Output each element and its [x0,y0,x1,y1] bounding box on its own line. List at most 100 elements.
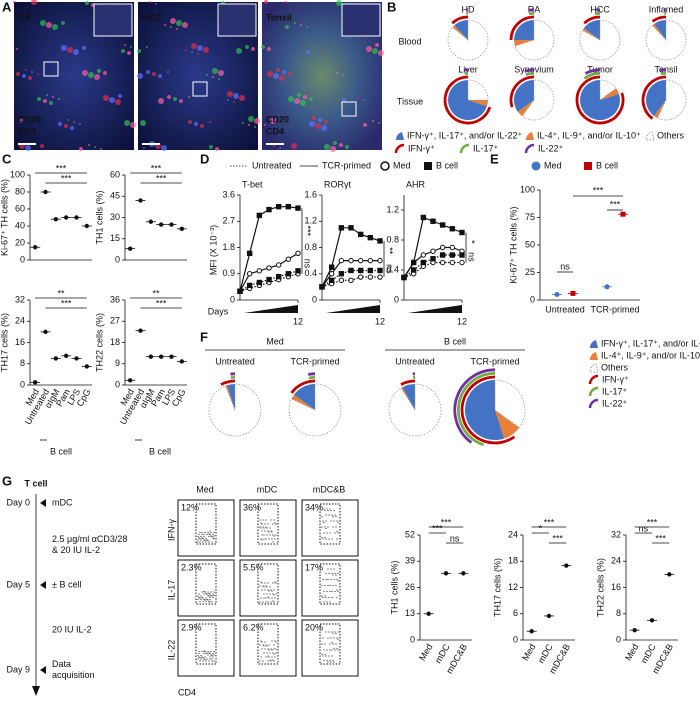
event-dot [209,652,211,655]
cell-speck [70,126,74,130]
condition-label: TCR-primed [290,356,339,366]
event-dot [204,591,206,593]
event-dot [332,515,334,518]
event-dot [330,578,332,581]
event-dot [209,530,211,532]
significance: *** [61,298,72,308]
y-tick-label: 0 [394,294,399,304]
event-dot [202,597,204,599]
event-dot [328,572,330,575]
event-dot [336,538,338,540]
event-dot [329,659,331,662]
data-point [246,282,253,289]
y-tick-label: 40 [15,220,25,230]
data-point [420,252,427,258]
cell-speck [167,95,171,99]
cell-speck [378,122,380,124]
event-dot [260,522,262,524]
event-dot [264,582,266,584]
legend-label: B cell [596,160,618,170]
cell-speck [312,116,316,120]
y-tick-label: 2.7 [222,216,235,226]
event-dot [212,537,214,539]
event-dot [326,659,328,662]
cell-speck [46,22,52,28]
pie-slice [448,80,488,120]
event-dot [211,541,213,543]
pie-slice [600,88,620,100]
event-dot [199,541,201,543]
cell-speck [270,118,276,124]
y-tick-label: 60 [110,169,120,179]
cell-speck [309,121,315,127]
pie-slice [291,394,315,410]
cell-speck [309,97,313,101]
event-dot [265,656,267,658]
data-point [328,277,335,284]
cell-speck [336,0,342,6]
event-dot [325,655,327,657]
cell-speck [31,0,37,5]
legend-label: Others [601,362,629,372]
event-dot [204,658,206,661]
event-dot [335,584,337,587]
cell-speck [357,97,359,99]
cell-speck [19,119,23,123]
event-dot [327,526,329,528]
event-dot [323,521,325,524]
cell-speck [28,76,32,80]
pie-arc [308,376,316,380]
cell-speck [25,145,31,151]
event-dot [321,526,323,528]
cell-speck [188,96,190,98]
data-point [328,271,335,277]
event-dot [323,649,325,651]
event-dot [271,531,273,533]
event-dot [266,534,268,536]
event-dot [206,533,208,536]
event-dot [262,526,264,528]
event-dot [265,601,267,603]
event-dot [211,660,213,662]
cell-speck [170,18,176,24]
event-dot [201,596,203,599]
cell-speck [366,46,372,52]
roi-box [192,81,208,97]
cell-speck [176,28,178,30]
pie-arc [460,375,516,445]
cell-speck [321,49,323,51]
event-dot [268,644,270,646]
significance: *** [610,199,621,209]
event-dot [271,640,273,642]
cell-speck [109,97,115,103]
significance: *** [647,517,658,527]
event-dot [197,535,199,538]
data-point [127,378,133,383]
data-point [295,205,301,211]
y-axis-label: TH17 cells (%) [0,313,9,372]
event-dot [208,541,210,543]
event-dot [324,526,326,528]
y-tick-label: 0 [115,254,120,264]
y-tick-label: 8 [20,358,25,368]
event-dot [337,638,339,641]
data-point [632,627,637,633]
event-dot [275,641,277,643]
event-dot [265,644,267,646]
cell-speck [170,26,172,28]
event-dot [333,647,335,650]
panel-label: F [200,329,208,344]
significance: *** [544,517,555,527]
data-point [74,356,79,361]
event-dot [206,593,208,595]
event-dot [272,534,274,536]
event-dot [330,637,332,639]
event-dot [275,582,277,584]
cell-speck [58,98,60,100]
data-point [63,215,69,220]
event-dot [204,539,206,542]
event-dot [269,593,271,595]
gate [257,563,279,605]
event-dot [335,643,337,645]
pie-arc [307,372,316,376]
